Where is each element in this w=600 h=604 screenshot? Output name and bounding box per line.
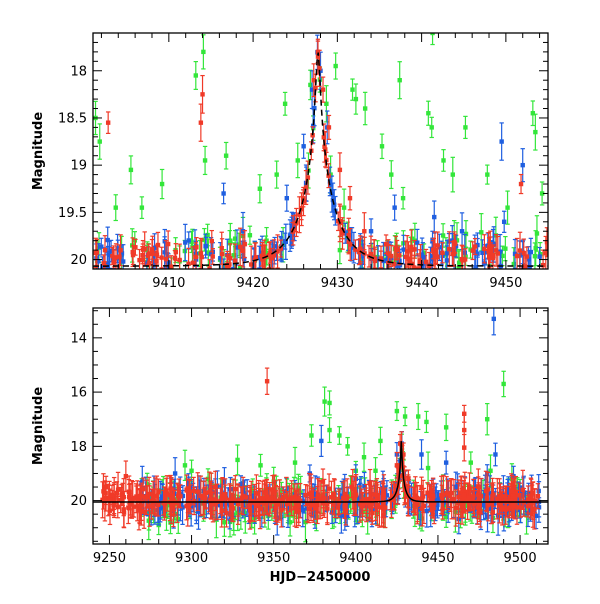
x-tick-label: 9450 bbox=[421, 551, 454, 566]
y-tick-label: 19.5 bbox=[58, 206, 87, 221]
x-axis-label: HJD−2450000 bbox=[270, 570, 371, 585]
y-tick-label: 18.5 bbox=[58, 111, 87, 126]
x-tick-label: 9450 bbox=[489, 276, 522, 291]
x-tick-label: 9250 bbox=[93, 551, 126, 566]
x-tick-label: 9420 bbox=[237, 276, 270, 291]
y-tick-label: 16 bbox=[70, 386, 87, 401]
x-tick-label: 9400 bbox=[339, 551, 372, 566]
x-tick-label: 9300 bbox=[175, 551, 208, 566]
y-tick-label: 14 bbox=[70, 331, 87, 346]
x-tick-label: 9430 bbox=[321, 276, 354, 291]
y-tick-label: 20 bbox=[70, 494, 87, 509]
y-tick-label: 18 bbox=[70, 440, 87, 455]
x-tick-label: 9440 bbox=[405, 276, 438, 291]
x-tick-label: 9350 bbox=[257, 551, 290, 566]
y-tick-label: 20 bbox=[70, 253, 87, 268]
y-tick-label: 18 bbox=[70, 64, 87, 79]
full-y-axis-label: Magnitude bbox=[31, 387, 46, 466]
x-tick-label: 9410 bbox=[152, 276, 185, 291]
zoom-y-axis-label: Magnitude bbox=[31, 112, 46, 191]
x-tick-label: 9500 bbox=[504, 551, 537, 566]
y-tick-label: 19 bbox=[70, 159, 87, 174]
